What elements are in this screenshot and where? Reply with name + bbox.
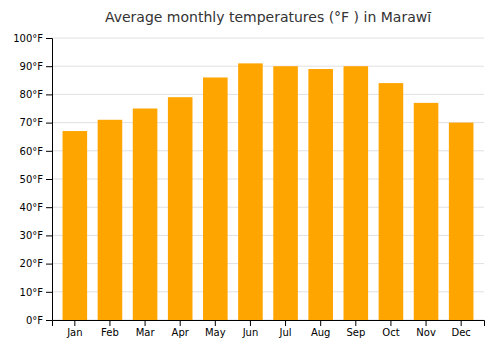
tick-label: 80°F xyxy=(20,89,44,100)
tick-label: Dec xyxy=(451,327,470,338)
grid-line xyxy=(52,94,484,95)
tick-mark xyxy=(46,179,52,180)
tick-mark xyxy=(46,123,52,124)
tick-label: 30°F xyxy=(20,230,44,241)
tick-mark xyxy=(46,151,52,152)
tick-mark xyxy=(461,320,462,326)
chart: 0°F 10°F 20°F 30°F 40°F 50°F 60°F 70°F 80°F 90°F 1… xyxy=(0,0,500,350)
tick: Mar xyxy=(136,320,156,338)
tick-label: Jul xyxy=(279,327,292,338)
tick-mark xyxy=(250,320,251,326)
tick-mark xyxy=(426,320,427,326)
tick: 20°F xyxy=(20,258,52,269)
bar xyxy=(414,103,439,320)
tick-mark xyxy=(46,264,52,265)
tick-mark xyxy=(109,320,110,326)
grid xyxy=(52,38,484,320)
title: Average monthly temperatures (°F ) in Ma… xyxy=(105,9,431,25)
bar xyxy=(238,63,263,320)
tick-mark xyxy=(320,320,321,326)
tick-label: Mar xyxy=(136,327,156,338)
tick-label: Nov xyxy=(416,327,436,338)
y-axis: 0°F 10°F 20°F 30°F 40°F 50°F 60°F 70°F 80°F 90°F 1… xyxy=(13,33,52,326)
tick-mark xyxy=(355,320,356,326)
tick: 0°F xyxy=(26,315,52,326)
tick-label: Jan xyxy=(66,327,82,338)
tick: 60°F xyxy=(20,146,52,157)
tick-label: Oct xyxy=(382,327,399,338)
tick-label: Sep xyxy=(346,327,365,338)
bar xyxy=(379,83,404,320)
bar xyxy=(133,109,158,321)
tick: Apr xyxy=(172,320,190,338)
tick-mark xyxy=(46,235,52,236)
bar xyxy=(344,66,369,320)
tick-label: May xyxy=(205,327,226,338)
chart-container: 0°F 10°F 20°F 30°F 40°F 50°F 60°F 70°F 80°F 90°F 1… xyxy=(0,0,500,350)
tick-mark xyxy=(180,320,181,326)
tick: Jan xyxy=(66,320,82,338)
tick: 30°F xyxy=(20,230,52,241)
tick: Oct xyxy=(382,320,399,338)
tick-label: 50°F xyxy=(20,174,44,185)
tick-label: 100°F xyxy=(13,33,43,44)
tick-label: Aug xyxy=(311,327,331,338)
tick: 90°F xyxy=(20,61,52,72)
tick-label: 0°F xyxy=(26,315,43,326)
tick-mark xyxy=(74,320,75,326)
bar xyxy=(98,120,123,320)
bar xyxy=(449,123,474,320)
tick: 10°F xyxy=(20,287,52,298)
tick: Sep xyxy=(346,320,365,338)
tick: 70°F xyxy=(20,117,52,128)
bar xyxy=(203,77,228,320)
tick: Dec xyxy=(451,320,470,338)
tick-label: 10°F xyxy=(20,287,44,298)
bar xyxy=(168,97,193,320)
plot: 0°F 10°F 20°F 30°F 40°F 50°F 60°F 70°F 80°F 90°F 1… xyxy=(13,33,484,338)
grid-line xyxy=(52,66,484,67)
tick: 40°F xyxy=(20,202,52,213)
tick: Nov xyxy=(416,320,436,338)
tick: 80°F xyxy=(20,89,52,100)
tick: Feb xyxy=(101,320,119,338)
tick-label: 90°F xyxy=(20,61,44,72)
tick: Jul xyxy=(279,320,292,338)
tick-mark xyxy=(46,320,52,321)
tick-mark xyxy=(46,207,52,208)
tick-mark xyxy=(46,292,52,293)
axis-line xyxy=(46,39,53,321)
tick-label: 60°F xyxy=(20,146,44,157)
tick-mark xyxy=(46,94,52,95)
tick-label: Jun xyxy=(242,327,259,338)
tick-label: 70°F xyxy=(20,117,44,128)
bar xyxy=(273,66,298,320)
tick: 100°F xyxy=(13,33,52,44)
axis-line xyxy=(53,321,485,327)
grid-line xyxy=(52,38,484,39)
tick-mark xyxy=(390,320,391,326)
tick-mark xyxy=(46,38,52,39)
bar xyxy=(63,131,88,320)
tick-mark xyxy=(145,320,146,326)
tick: 50°F xyxy=(20,174,52,185)
tick: Jun xyxy=(242,320,259,338)
bar xyxy=(308,69,333,320)
tick-label: 20°F xyxy=(20,258,44,269)
tick: May xyxy=(205,320,226,338)
tick-label: Apr xyxy=(172,327,190,338)
tick: Aug xyxy=(311,320,331,338)
bars xyxy=(63,63,474,320)
tick-mark xyxy=(285,320,286,326)
tick-label: Feb xyxy=(101,327,119,338)
tick-label: 40°F xyxy=(20,202,44,213)
x-axis: Jan Feb Mar Apr May Jun Jul Aug Sep Oct Nov Dec xyxy=(53,320,485,338)
tick-mark xyxy=(46,66,52,67)
tick-mark xyxy=(215,320,216,326)
